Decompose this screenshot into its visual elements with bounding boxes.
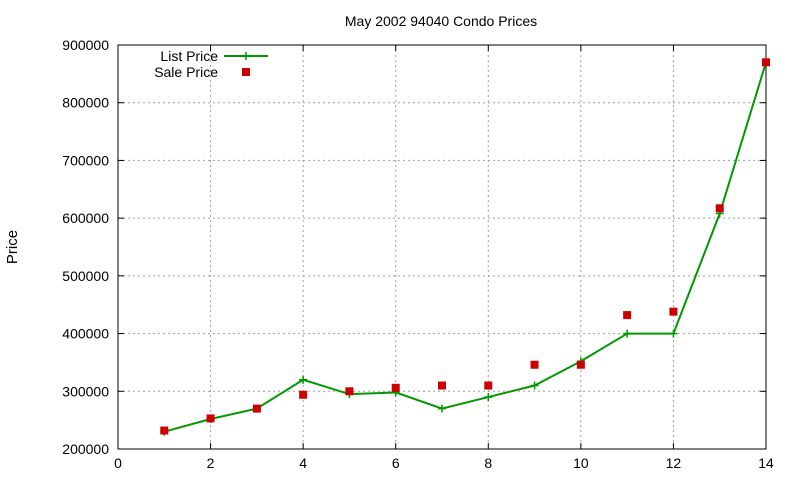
sale-price-point: [762, 58, 770, 67]
x-tick-label: 14: [758, 455, 774, 471]
y-tick-label: 300000: [62, 383, 109, 399]
sale-price-point: [391, 383, 400, 392]
legend-square-symbol: [242, 68, 250, 76]
list-price-point: [623, 329, 632, 338]
plot-frame: [117, 44, 767, 450]
x-tick-label: 10: [573, 455, 589, 471]
sale-price-point: [715, 204, 724, 213]
x-tick-label: 4: [299, 455, 307, 471]
y-tick-label: 200000: [62, 441, 109, 457]
list-price-point: [438, 404, 446, 413]
list-price-point: [530, 381, 539, 390]
legend-label: List Price: [160, 48, 218, 64]
legend-label: Sale Price: [154, 64, 218, 80]
list-price-point: [299, 375, 308, 384]
x-tick-label: 6: [392, 455, 400, 471]
y-tick-label: 700000: [62, 152, 109, 168]
list-price-line: [164, 62, 767, 433]
sale-price-point: [206, 414, 215, 423]
sale-price-point: [252, 404, 261, 413]
y-tick-label: 500000: [62, 268, 109, 284]
sale-price-point: [160, 426, 169, 435]
chart-title: May 2002 94040 Condo Prices: [345, 13, 537, 29]
sale-price-point: [669, 307, 678, 316]
axis-ticks: 200000 300000 400000 500000 600000 700000 8000…: [62, 37, 774, 471]
list-price-point: [484, 393, 493, 402]
y-tick-label: 900000: [62, 37, 109, 53]
sale-price-point: [576, 360, 585, 369]
x-tick-label: 12: [666, 455, 682, 471]
series-1: [160, 58, 770, 436]
series-2: [160, 58, 770, 435]
sale-price-point: [345, 387, 354, 396]
x-tick-label: 2: [207, 455, 215, 471]
y-tick-label: 800000: [62, 95, 109, 111]
sale-price-point: [299, 390, 308, 399]
sale-price-point: [623, 311, 632, 320]
y-tick-label: 400000: [62, 326, 109, 342]
sale-price-point: [530, 360, 539, 369]
x-tick-label: 8: [484, 455, 492, 471]
y-axis-label: Price: [4, 230, 21, 264]
sale-price-point: [484, 381, 493, 390]
series-layer: [160, 58, 770, 436]
list-price-point: [669, 329, 678, 338]
y-tick-label: 600000: [62, 210, 109, 226]
legend-plus-symbol: [242, 52, 250, 60]
sale-price-point: [438, 381, 446, 390]
x-tick-label: 0: [114, 455, 122, 471]
